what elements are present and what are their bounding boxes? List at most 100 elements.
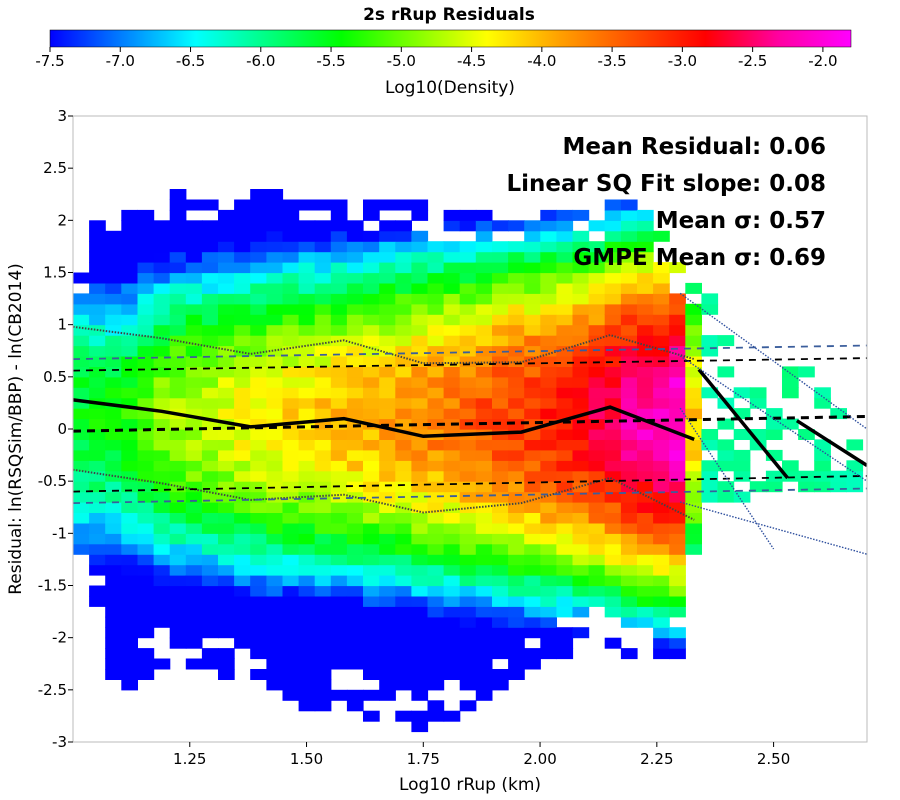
density-bin xyxy=(121,376,138,388)
density-bin xyxy=(234,637,251,649)
density-bin xyxy=(298,314,316,326)
density-bin xyxy=(685,324,702,336)
density-bin xyxy=(427,241,445,253)
density-bin xyxy=(153,606,171,618)
density-bin xyxy=(282,491,300,503)
density-bin xyxy=(234,533,251,545)
density-bin xyxy=(298,502,316,513)
density-bin xyxy=(524,658,541,670)
density-bin xyxy=(346,481,364,493)
density-bin xyxy=(427,251,445,263)
density-bin xyxy=(669,460,686,472)
density-bin xyxy=(282,272,300,284)
density-bin xyxy=(685,460,702,472)
density-bin xyxy=(604,356,622,367)
density-bin xyxy=(282,324,300,336)
density-bin xyxy=(443,251,461,263)
density-bin xyxy=(185,303,203,315)
density-bin xyxy=(620,554,638,566)
density-bin xyxy=(137,575,155,587)
density-bin xyxy=(556,627,574,639)
density-bin xyxy=(314,241,332,253)
density-bin xyxy=(637,282,654,294)
density-bin xyxy=(443,575,461,587)
density-bin xyxy=(185,335,203,347)
stat-annotation: Mean σ: 0.57 xyxy=(656,208,826,234)
density-bin xyxy=(443,397,461,409)
density-bin xyxy=(508,251,525,263)
density-bin xyxy=(346,366,364,378)
density-bin xyxy=(363,689,380,701)
density-bin xyxy=(443,637,461,649)
density-bin xyxy=(556,564,574,576)
density-bin xyxy=(540,293,557,305)
density-bin xyxy=(363,397,380,409)
density-bin xyxy=(475,481,493,493)
density-bin xyxy=(653,262,670,274)
density-bin xyxy=(314,387,332,399)
density-bin xyxy=(298,564,316,576)
density-bin xyxy=(524,282,541,294)
density-bin xyxy=(411,648,429,660)
density-bin xyxy=(765,429,783,440)
density-bin xyxy=(669,293,686,305)
density-bin xyxy=(524,314,541,326)
density-bin xyxy=(185,376,203,388)
density-bin xyxy=(153,397,171,409)
density-bin xyxy=(620,366,638,378)
density-bin xyxy=(540,606,557,618)
density-bin xyxy=(250,481,267,493)
density-bin xyxy=(250,272,267,284)
density-bin xyxy=(250,262,267,274)
density-bin xyxy=(250,324,267,336)
density-bin xyxy=(169,282,187,294)
density-bin xyxy=(153,408,171,420)
y-tick-label: 1.5 xyxy=(43,264,67,282)
density-bin xyxy=(475,502,493,513)
density-bin xyxy=(540,449,557,461)
density-bin xyxy=(346,324,364,336)
density-bin xyxy=(89,345,106,357)
density-bin xyxy=(620,648,638,660)
density-bin xyxy=(524,408,541,420)
density-bin xyxy=(250,220,267,232)
density-bin xyxy=(73,303,90,315)
density-bin xyxy=(346,251,364,263)
density-bin xyxy=(411,491,429,503)
series-mean-plus-sigma xyxy=(73,325,695,365)
density-bin xyxy=(169,585,187,597)
density-bin xyxy=(540,335,557,347)
density-bin xyxy=(314,522,332,534)
density-bin xyxy=(266,429,284,440)
density-bin xyxy=(620,397,638,409)
density-bin xyxy=(185,356,203,367)
density-bin xyxy=(185,533,203,545)
density-bin xyxy=(379,627,396,639)
density-bin xyxy=(266,387,284,399)
density-bin xyxy=(459,262,477,274)
density-bin xyxy=(395,335,412,347)
density-bin xyxy=(105,241,122,253)
density-bin xyxy=(411,408,429,420)
density-bin xyxy=(266,262,284,274)
density-bin xyxy=(298,533,316,545)
density-bin xyxy=(121,512,138,524)
density-bin xyxy=(89,314,106,326)
density-bin xyxy=(185,418,203,430)
density-bin xyxy=(475,491,493,503)
density-bin xyxy=(121,595,138,607)
density-bin xyxy=(266,439,284,451)
density-bin xyxy=(379,241,396,253)
density-bin xyxy=(395,669,412,680)
density-bin xyxy=(508,303,525,315)
density-bin xyxy=(346,418,364,430)
density-bin xyxy=(427,376,445,388)
density-bin xyxy=(685,303,702,315)
colorbar-tick-label: -6.0 xyxy=(246,52,275,70)
density-bin xyxy=(798,366,815,378)
density-bin xyxy=(185,251,203,263)
density-bin xyxy=(330,522,348,534)
density-bin xyxy=(298,324,316,336)
